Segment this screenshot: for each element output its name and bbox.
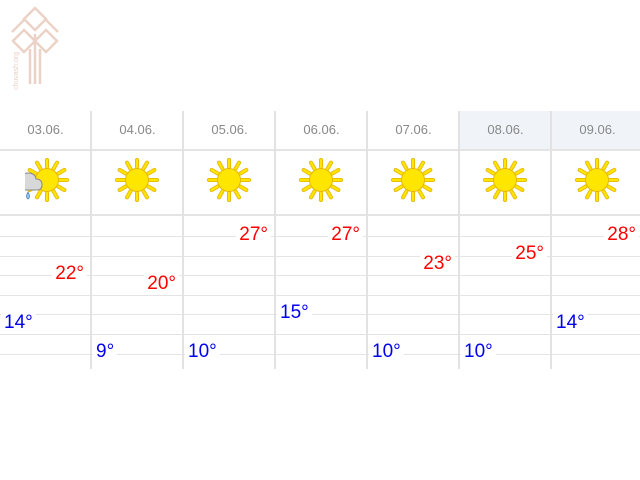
sun-icon xyxy=(299,158,343,202)
column-divider xyxy=(274,111,276,369)
day-header-07.06: 07.06. xyxy=(395,122,432,137)
column-divider xyxy=(366,111,368,369)
temperature-gridline xyxy=(0,334,640,335)
sun-icon xyxy=(391,158,435,202)
high-temperature: 27° xyxy=(236,225,271,245)
column-divider xyxy=(90,111,92,369)
sun-icon xyxy=(575,158,619,202)
cloud-rain-sun-icon xyxy=(25,158,69,202)
day-header-03.06: 03.06. xyxy=(27,122,64,137)
high-temperature: 25° xyxy=(512,244,547,264)
sun-icon xyxy=(207,158,251,202)
temperature-gridline xyxy=(0,295,640,296)
column-divider xyxy=(458,111,460,369)
high-temperature: 27° xyxy=(328,225,363,245)
day-header-08.06: 08.06. xyxy=(460,111,551,149)
high-temperature: 22° xyxy=(52,264,87,284)
low-temperature: 10° xyxy=(461,342,496,362)
row-divider xyxy=(0,214,640,216)
day-header-05.06: 05.06. xyxy=(211,122,248,137)
temperature-gridline xyxy=(0,314,640,315)
sun-icon xyxy=(115,158,159,202)
low-temperature: 9° xyxy=(93,342,118,362)
chuvash-logo: chuvash.org xyxy=(11,6,59,90)
high-temperature: 28° xyxy=(604,225,639,245)
row-divider xyxy=(0,149,640,151)
day-header-09.06: 09.06. xyxy=(552,111,640,149)
high-temperature: 23° xyxy=(420,254,455,274)
low-temperature: 10° xyxy=(369,342,404,362)
column-divider xyxy=(182,111,184,369)
temperature-gridline xyxy=(0,354,640,355)
day-header-04.06: 04.06. xyxy=(119,122,156,137)
high-temperature: 20° xyxy=(144,274,179,294)
svg-text:chuvash.org: chuvash.org xyxy=(13,52,20,90)
sun-icon xyxy=(483,158,527,202)
low-temperature: 14° xyxy=(1,313,36,333)
low-temperature: 15° xyxy=(277,303,312,323)
temperature-gridline xyxy=(0,236,640,237)
temperature-gridline xyxy=(0,256,640,257)
low-temperature: 10° xyxy=(185,342,220,362)
day-header-06.06: 06.06. xyxy=(303,122,340,137)
low-temperature: 14° xyxy=(553,313,588,333)
column-divider xyxy=(550,111,552,369)
temperature-gridline xyxy=(0,275,640,276)
